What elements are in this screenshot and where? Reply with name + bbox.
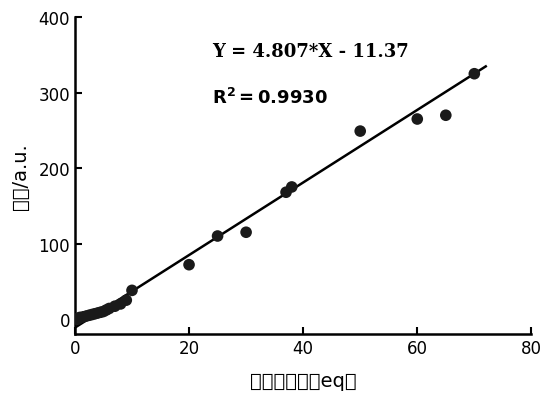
Point	[76, 314, 85, 321]
Point	[87, 312, 96, 318]
Point	[116, 301, 125, 308]
Point	[128, 288, 137, 294]
Text: Y = 4.807*X - 11.37: Y = 4.807*X - 11.37	[212, 43, 409, 61]
Point	[356, 129, 364, 135]
Point	[93, 310, 102, 316]
Point	[122, 297, 131, 304]
Point	[105, 306, 113, 312]
Point	[96, 309, 105, 316]
Point	[111, 303, 119, 310]
X-axis label: 硬化氪浓度（eq）: 硬化氪浓度（eq）	[250, 371, 357, 390]
Point	[85, 312, 93, 319]
Point	[413, 117, 422, 123]
Point	[185, 262, 194, 268]
Point	[470, 71, 479, 78]
Point	[72, 316, 81, 322]
Point	[99, 308, 108, 315]
Point	[91, 311, 100, 317]
Point	[102, 307, 111, 314]
Point	[441, 113, 450, 119]
Point	[75, 314, 84, 321]
Point	[281, 190, 290, 196]
Point	[79, 314, 88, 320]
Point	[82, 313, 91, 320]
Point	[213, 233, 222, 240]
Point	[288, 184, 296, 191]
Point	[242, 229, 251, 236]
Point	[74, 316, 82, 322]
Text: $\mathbf{R^2}$$\mathbf{=0.9930}$: $\mathbf{R^2}$$\mathbf{=0.9930}$	[212, 88, 328, 108]
Y-axis label: 强度/a.u.: 强度/a.u.	[11, 143, 30, 209]
